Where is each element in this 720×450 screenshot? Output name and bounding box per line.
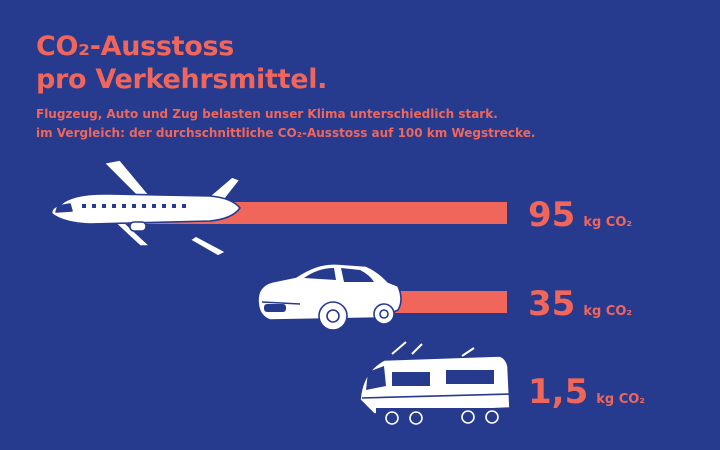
subtitle-line-1: Flugzeug, Auto und Zug belasten unser Kl… [36, 107, 498, 121]
data-label-auto: 35 [528, 284, 575, 324]
chart-subtitle: Flugzeug, Auto und Zug belasten unser Kl… [36, 105, 535, 143]
train-icon [359, 341, 511, 425]
unit-label-zug: kg CO₂ [596, 392, 645, 407]
title-line-1: CO₂-Ausstoss [36, 31, 235, 62]
chart-title: CO₂-Ausstoss pro Verkehrsmittel. [36, 30, 327, 96]
subtitle-line-2: im Vergleich: der durchschnittliche CO₂-… [36, 126, 536, 140]
airplane-icon [50, 159, 241, 257]
car-icon [257, 262, 402, 331]
title-line-2: pro Verkehrsmittel. [36, 64, 328, 95]
data-label-zug: 1,5 [528, 372, 588, 412]
unit-label-flugzeug: kg CO₂ [583, 215, 632, 230]
data-label-flugzeug: 95 [528, 195, 575, 235]
unit-label-auto: kg CO₂ [583, 304, 632, 319]
